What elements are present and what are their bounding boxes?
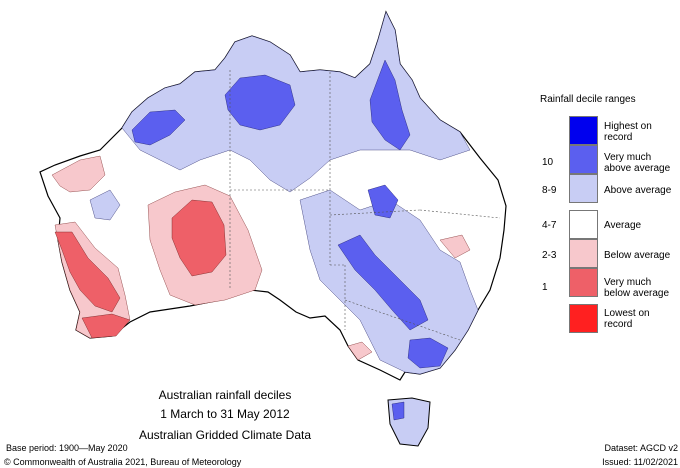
very-much-below-sw-coast [81, 313, 131, 339]
legend-title: Rainfall decile ranges [540, 94, 636, 105]
base-period: Base period: 1900—May 2020 [6, 443, 128, 453]
above-average-north [121, 11, 471, 193]
below-average-east-coast [439, 234, 471, 259]
legend-label: Below average [604, 250, 671, 261]
legend-swatch [569, 239, 598, 268]
legend-range: 1 [542, 282, 548, 293]
legend-range: 8-9 [542, 185, 557, 196]
very-much-above-victoria [407, 337, 449, 369]
legend-swatch [569, 268, 598, 297]
copyright: © Commonwealth of Australia 2021, Bureau… [4, 457, 242, 467]
below-average-pilbara [51, 155, 106, 193]
very-much-above-nsw [337, 234, 429, 331]
legend-label: Highest on record [604, 121, 652, 143]
legend-range: 4-7 [542, 220, 557, 231]
legend-label: Lowest on record [604, 308, 650, 330]
dataset-version: Dataset: AGCD v2 [604, 443, 678, 453]
legend-label: Very much above average [604, 152, 671, 174]
very-much-above-cape-york [369, 59, 411, 151]
map-period: 1 March to 31 May 2012 [160, 407, 290, 421]
legend-label: Average [604, 220, 642, 231]
legend-swatch [569, 145, 598, 174]
legend-label: Above average [604, 185, 672, 196]
tasmania-west-patch [391, 401, 405, 421]
state-borders [229, 70, 501, 341]
legend-range: 2-3 [542, 250, 557, 261]
legend-swatch [569, 304, 598, 333]
below-average-sa-coast [347, 341, 373, 361]
map-dataset-name: Australian Gridded Climate Data [138, 428, 312, 442]
very-much-below-sw-wa [54, 231, 121, 313]
very-much-above-qld-inland [367, 184, 399, 219]
legend-range: 10 [542, 157, 554, 168]
very-much-below-central-wa [171, 199, 227, 277]
very-much-above-top-end [224, 74, 296, 131]
legend-swatch [569, 174, 598, 203]
legend-swatch [569, 116, 598, 145]
very-much-above-kimberley [131, 109, 186, 146]
legend-swatch [569, 210, 598, 239]
above-average-west-patch [89, 189, 121, 221]
issued-date: Issued: 11/02/2021 [602, 457, 678, 467]
legend-label: Very much below average [604, 277, 670, 299]
map-title: Australian rainfall deciles [158, 388, 292, 402]
